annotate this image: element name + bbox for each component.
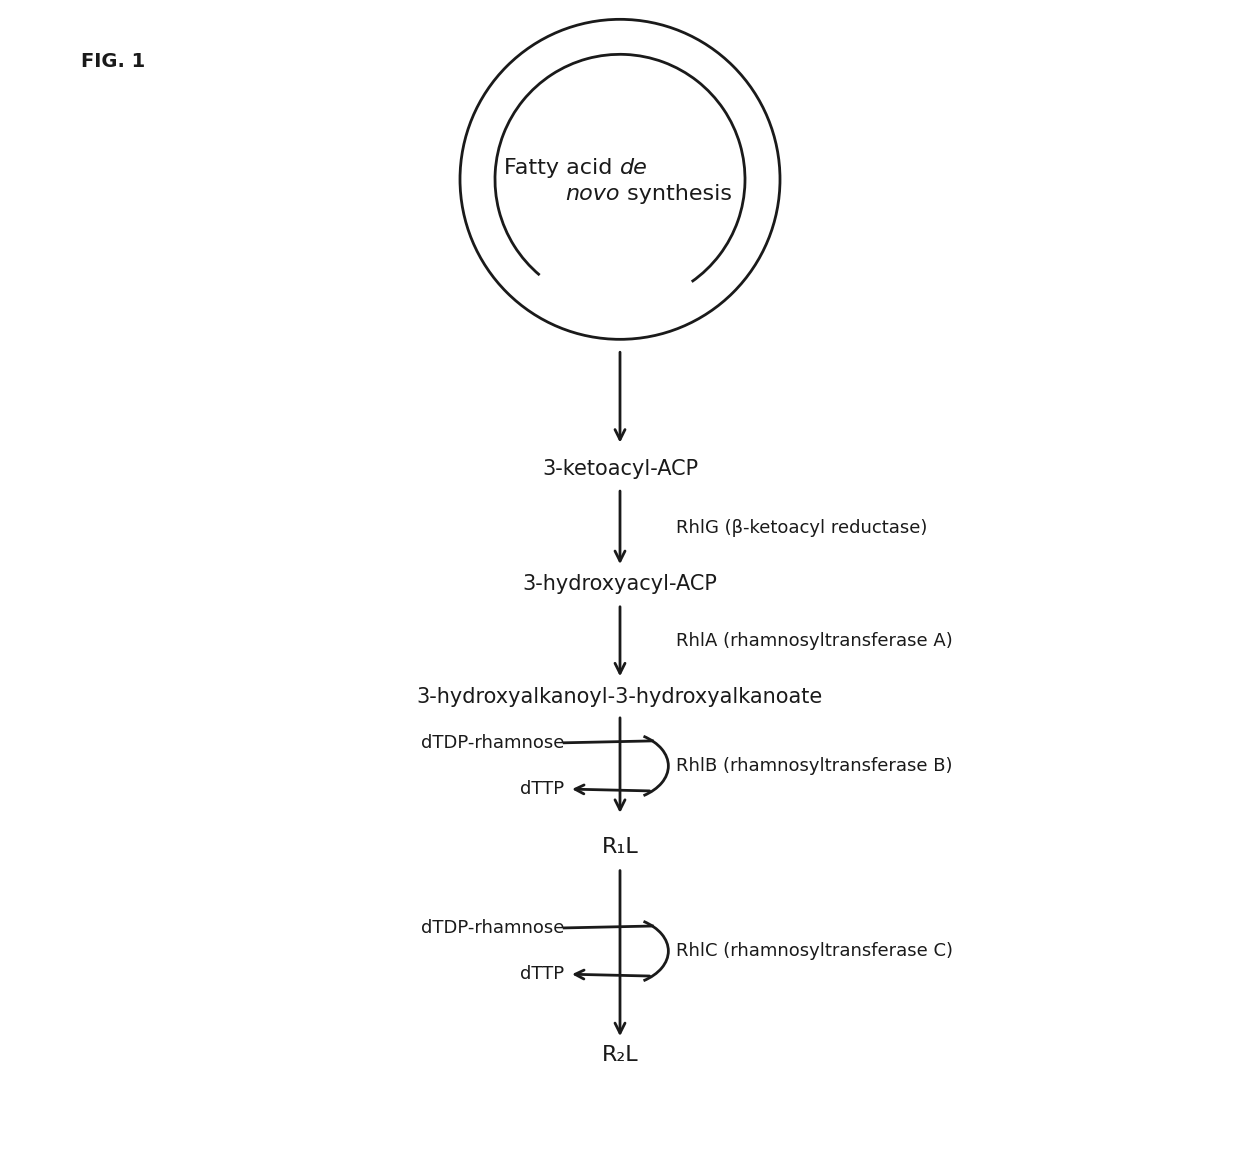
- Text: 3-ketoacyl-ACP: 3-ketoacyl-ACP: [542, 458, 698, 479]
- Text: dTTP: dTTP: [520, 965, 564, 983]
- Text: 3-hydroxyalkanoyl-3-hydroxyalkanoate: 3-hydroxyalkanoyl-3-hydroxyalkanoate: [417, 686, 823, 707]
- Text: dTDP-rhamnose: dTDP-rhamnose: [420, 919, 564, 937]
- Text: RhlC (rhamnosyltransferase C): RhlC (rhamnosyltransferase C): [676, 942, 952, 960]
- Text: FIG. 1: FIG. 1: [81, 52, 145, 71]
- Text: dTDP-rhamnose: dTDP-rhamnose: [420, 734, 564, 752]
- Text: R₂L: R₂L: [601, 1045, 639, 1066]
- Text: 3-hydroxyacyl-ACP: 3-hydroxyacyl-ACP: [522, 574, 718, 595]
- Text: synthesis: synthesis: [620, 184, 732, 205]
- Text: R₁L: R₁L: [601, 837, 639, 857]
- Text: RhlA (rhamnosyltransferase A): RhlA (rhamnosyltransferase A): [676, 632, 952, 650]
- Text: dTTP: dTTP: [520, 780, 564, 798]
- Text: de: de: [620, 157, 647, 178]
- Text: RhlG (β-ketoacyl reductase): RhlG (β-ketoacyl reductase): [676, 518, 928, 537]
- Text: novo: novo: [565, 184, 620, 205]
- Text: RhlB (rhamnosyltransferase B): RhlB (rhamnosyltransferase B): [676, 757, 952, 775]
- Text: Fatty acid: Fatty acid: [505, 157, 620, 178]
